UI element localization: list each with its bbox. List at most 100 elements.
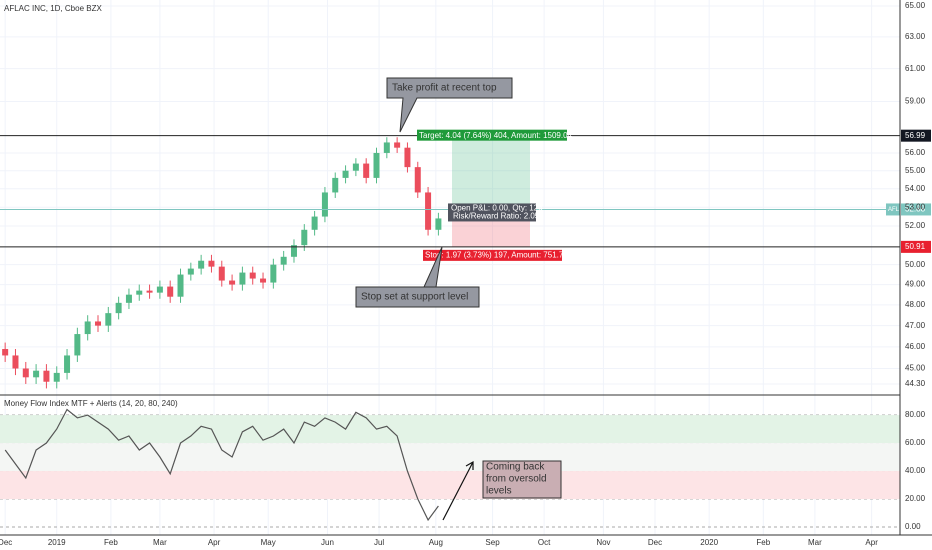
y-tick-label: 46.00 [905,342,926,351]
candle-body [249,272,256,279]
x-tick-label: Dec [0,538,12,547]
candle-body [229,280,236,285]
y-tick-label: 61.00 [905,64,926,73]
x-tick-label: May [261,538,276,547]
price-tag: 56.99 [905,131,926,140]
label-bg [448,203,536,222]
pnl-label: Open P&L: 0.00, Qty: 126 [451,204,543,213]
candle-body [301,229,308,246]
candle-body [260,278,267,283]
symbol-tag-bg [886,203,900,216]
x-tick-label: 2020 [700,538,718,547]
candle-body [177,274,184,297]
x-tick-label: Mar [808,538,822,547]
x-tick-label: Sep [485,538,500,547]
candle-body [208,260,215,267]
x-tick-label: Mar [153,538,167,547]
x-tick-label: Jun [321,538,334,547]
candle-body [12,355,19,369]
callout-text: from oversold [486,474,547,485]
label-bg [423,249,562,261]
candle-body [84,321,91,335]
x-tick-label: Oct [538,538,551,547]
y-tick-label: 63.00 [905,32,926,41]
profit-zone [452,135,530,210]
price-tag-bg [901,203,931,216]
symbol-tag: AFL [888,207,900,213]
candle-body [425,192,432,230]
candle-body [404,147,411,168]
y-tick-label: 52.00 [905,221,926,230]
candle-body [43,370,50,382]
callout-text: Stop set at support level [361,292,468,303]
x-tick-label: 2019 [48,538,66,547]
candle-body [239,272,246,285]
x-tick-label: Feb [104,538,118,547]
candle-body [94,321,101,326]
x-tick-label: Feb [756,538,770,547]
arrow [442,460,474,521]
candle-body [414,167,421,193]
candle-body [136,290,143,295]
candle-body [363,163,370,178]
candle-body [74,334,81,356]
candle-body [218,266,225,281]
oversold-band [0,471,900,500]
x-tick-label: Apr [865,538,878,547]
candle-body [33,370,40,378]
callout-box [482,460,562,499]
callout-box [355,246,480,308]
price-tag-bg [901,240,931,253]
candle-body [311,216,318,230]
candle-body [125,294,132,303]
candle-body [53,372,60,382]
candle-body [394,142,401,148]
candle-body [64,355,71,373]
candle-body [342,170,349,178]
y-tick-label: 48.00 [905,300,926,309]
candle-body [383,142,390,153]
y-tick-label: 53.00 [905,202,926,211]
y-tick-label: 44.30 [905,379,926,388]
y-tick-label: 40.00 [905,466,926,475]
label-bg [417,129,567,141]
price-tag: 52.88 [905,205,926,214]
x-tick-label: Jul [374,538,384,547]
mfi-line [4,408,439,522]
price-tag-bg [901,129,931,142]
candle-body [187,268,194,275]
candle-body [332,177,339,193]
y-tick-label: 80.00 [905,410,926,419]
overbought-band [0,415,900,444]
candle-body [321,192,328,217]
x-tick-label: Dec [648,538,662,547]
ratio-label: Risk/Reward Ratio: 2.05 [453,212,540,221]
marks: Target: 4.04 (7.64%) 404, Amount: 1509.0… [0,129,931,522]
y-tick-label: 49.00 [905,280,926,289]
candle-body [290,245,297,257]
y-tick-label: 60.00 [905,438,926,447]
x-tick-label: Aug [429,538,443,547]
callout-box [386,77,513,133]
candle-body [270,264,277,283]
y-tick-label: 65.00 [905,1,926,10]
chart-title: AFLAC INC, 1D, Cboe BZX [4,4,102,13]
y-tick-label: 45.00 [905,364,926,373]
neutral-band [0,443,900,472]
y-tick-label: 56.00 [905,148,926,157]
y-tick-label: 47.00 [905,321,926,330]
x-tick-label: Apr [208,538,221,547]
callout-text: Coming back [486,462,545,473]
candle-body [2,348,9,356]
candle-body [352,163,359,171]
x-tick-label: Nov [596,538,610,547]
y-tick-label: 0.00 [905,522,921,531]
y-tick-label: 54.00 [905,184,926,193]
candle-body [22,368,29,378]
target-label: Target: 4.04 (7.64%) 404, Amount: 1509.0… [419,131,573,140]
callout-text: levels [486,486,512,497]
candle-body [198,260,205,269]
candle-body [280,256,287,265]
callout-text: Take profit at recent top [392,83,497,94]
